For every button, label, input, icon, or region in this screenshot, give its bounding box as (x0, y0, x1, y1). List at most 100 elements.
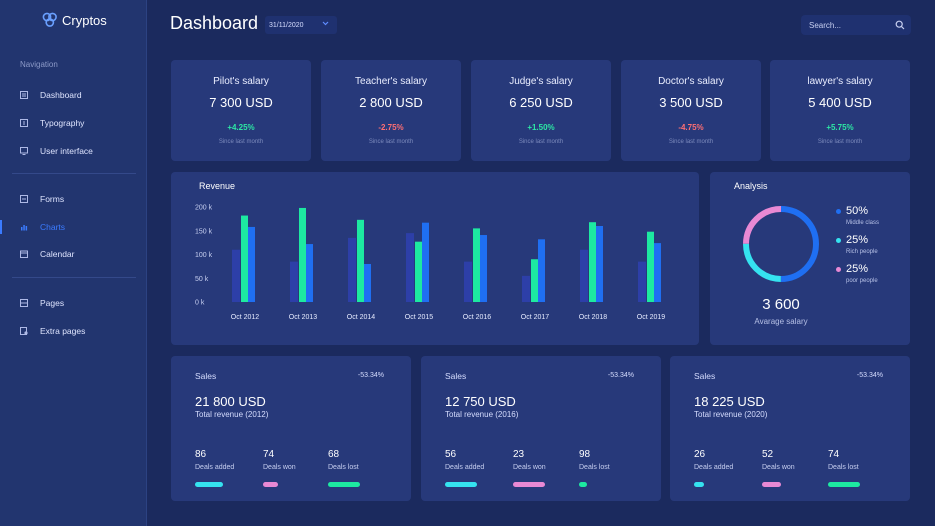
sidebar-item-user-interface[interactable]: User interface (0, 141, 146, 161)
sidebar-item-typography[interactable]: Typography (0, 113, 146, 133)
stat-value: 74 (828, 449, 840, 460)
sidebar-item-extra-pages[interactable]: Extra pages (0, 321, 146, 341)
calendar-icon (20, 250, 28, 258)
bar (422, 222, 429, 302)
sidebar-item-label: Pages (40, 298, 65, 308)
extra-pages-icon (20, 327, 28, 335)
sidebar-item-dashboard[interactable]: Dashboard (0, 85, 146, 105)
sidebar-item-label: Extra pages (40, 326, 86, 336)
legend-dot (836, 238, 841, 243)
stat-value: 52 (762, 449, 774, 460)
salary-title: Doctor's salary (658, 76, 724, 87)
page-title: Dashboard (170, 13, 259, 33)
salary-change: +4.25% (227, 123, 255, 132)
logo-icon (42, 12, 57, 27)
stat-deals-lost: 74 Deals lost (828, 449, 888, 487)
stat-label: Deals lost (328, 464, 359, 471)
sidebar-item-label: Dashboard (40, 90, 82, 100)
stat-deals-added: 86 Deals added (195, 449, 255, 487)
x-tick-label: Oct 2017 (521, 314, 550, 321)
salary-title: Judge's salary (509, 76, 573, 87)
bar (531, 259, 538, 302)
revenue-title: Revenue (199, 181, 236, 191)
sidebar-item-pages[interactable]: Pages (0, 293, 146, 313)
x-tick-label: Oct 2019 (637, 314, 666, 321)
analysis-card: Analysis 3 600 Avarage salary 50% Middle… (710, 172, 910, 345)
salary-title: Pilot's salary (213, 76, 269, 87)
search-box (801, 15, 911, 35)
stat-value: 86 (195, 449, 207, 460)
bar (589, 222, 596, 302)
bar (348, 237, 356, 302)
salary-note: Since last month (518, 139, 564, 145)
stat-deals-added: 56 Deals added (445, 449, 505, 487)
salary-change: -2.75% (378, 123, 404, 132)
sidebar-item-calendar[interactable]: Calendar (0, 244, 146, 264)
chevron-down-icon (322, 21, 329, 26)
sales-subtitle: Total revenue (2020) (694, 410, 768, 419)
sales-subtitle: Total revenue (2016) (445, 410, 519, 419)
bar (580, 249, 588, 302)
sales-title: Sales (694, 371, 716, 381)
donut-chart (743, 206, 819, 282)
sidebar-item-label: Typography (40, 118, 85, 128)
search-input[interactable] (809, 20, 889, 30)
bar (299, 207, 306, 302)
stat-label: Deals lost (828, 464, 859, 471)
salary-card: Doctor's salary 3 500 USD -4.75% Since l… (621, 60, 761, 161)
sidebar-item-forms[interactable]: Forms (0, 189, 146, 209)
stat-value: 98 (579, 449, 591, 460)
stat-deals-won: 23 Deals won (513, 449, 573, 487)
stat-bar (328, 482, 360, 487)
stat-label: Deals added (694, 464, 734, 471)
x-tick-label: Oct 2014 (347, 314, 376, 321)
sidebar-item-label: Forms (40, 194, 65, 204)
stat-value: 56 (445, 449, 457, 460)
legend-percent: 50% (846, 205, 869, 217)
salary-note: Since last month (668, 139, 714, 145)
bar (415, 241, 422, 302)
sidebar-item-charts[interactable]: Charts (0, 217, 146, 237)
bar (538, 239, 545, 302)
app-name: Cryptos (62, 12, 107, 28)
y-tick-label: 0 k (195, 300, 205, 307)
x-tick-label: Oct 2015 (405, 314, 434, 321)
chart-icon (21, 225, 28, 231)
stat-bar (263, 482, 279, 487)
bar (647, 231, 654, 302)
salary-value: 6 250 USD (509, 95, 573, 110)
dashboard-icon (20, 91, 28, 99)
sales-change: -53.34% (357, 372, 384, 379)
bar (364, 264, 371, 302)
y-tick-label: 200 k (195, 205, 213, 212)
pages-icon (20, 299, 28, 307)
stat-value: 68 (328, 449, 340, 460)
bar (232, 249, 240, 302)
bar (522, 275, 530, 302)
stat-bar (828, 482, 860, 487)
bar (248, 226, 255, 302)
revenue-card: Revenue 200 k 150 k 100 k 50 k 0 k Oct 2012 Oc… (171, 172, 699, 345)
bar (480, 235, 487, 302)
sidebar-divider (12, 277, 136, 278)
monitor-icon (20, 147, 28, 155)
date-picker[interactable]: 31/11/2020 (265, 16, 337, 34)
analysis-title: Analysis (734, 181, 768, 191)
bar (241, 215, 248, 302)
stat-label: Deals added (445, 464, 485, 471)
app-logo[interactable]: Cryptos (42, 12, 107, 28)
search-icon[interactable] (895, 20, 905, 30)
analysis-total: 3 600 (762, 296, 800, 313)
salary-card: Judge's salary 6 250 USD +1.50% Since la… (471, 60, 611, 161)
sidebar-item-label: Calendar (40, 249, 75, 259)
bar (473, 228, 480, 302)
stat-bar (195, 482, 223, 487)
stat-bar (445, 482, 477, 487)
stat-deals-won: 52 Deals won (762, 449, 822, 487)
y-tick-label: 150 k (195, 228, 213, 235)
donut-slice (743, 206, 819, 282)
salary-note: Since last month (817, 139, 863, 145)
donut-slice (743, 206, 819, 282)
typography-icon (20, 119, 28, 127)
salary-change: +5.75% (826, 123, 854, 132)
